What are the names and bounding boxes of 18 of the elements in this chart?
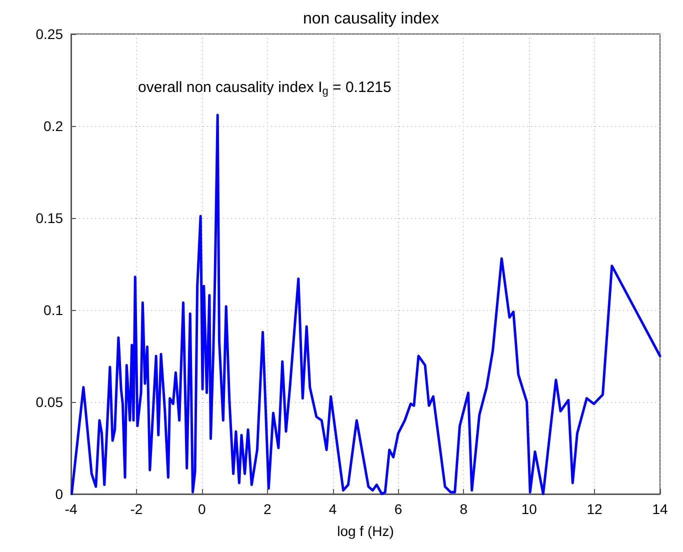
x-tick-label: 0 (198, 501, 206, 517)
y-tick-label: 0.2 (44, 118, 64, 134)
y-tick-label: 0.1 (44, 302, 64, 318)
y-tick-label: 0.05 (36, 394, 64, 410)
x-tick-label: 6 (394, 501, 402, 517)
y-tick-label: 0.15 (36, 210, 64, 226)
chart-title: non causality index (302, 10, 440, 28)
x-tick-label: 14 (652, 501, 668, 517)
x-tick-label: 8 (460, 501, 468, 517)
x-tick-label: -4 (64, 501, 78, 517)
x-tick-label: 10 (521, 501, 538, 517)
y-tick-label: 0.25 (36, 26, 64, 42)
x-axis-title: log f (Hz) (337, 523, 394, 539)
x-tick-label: 4 (328, 501, 337, 517)
y-tick-label: 0 (55, 486, 64, 502)
x-tick-label: -2 (130, 501, 143, 517)
x-tick-label: 2 (263, 501, 272, 517)
x-tick-label: 12 (586, 501, 603, 517)
